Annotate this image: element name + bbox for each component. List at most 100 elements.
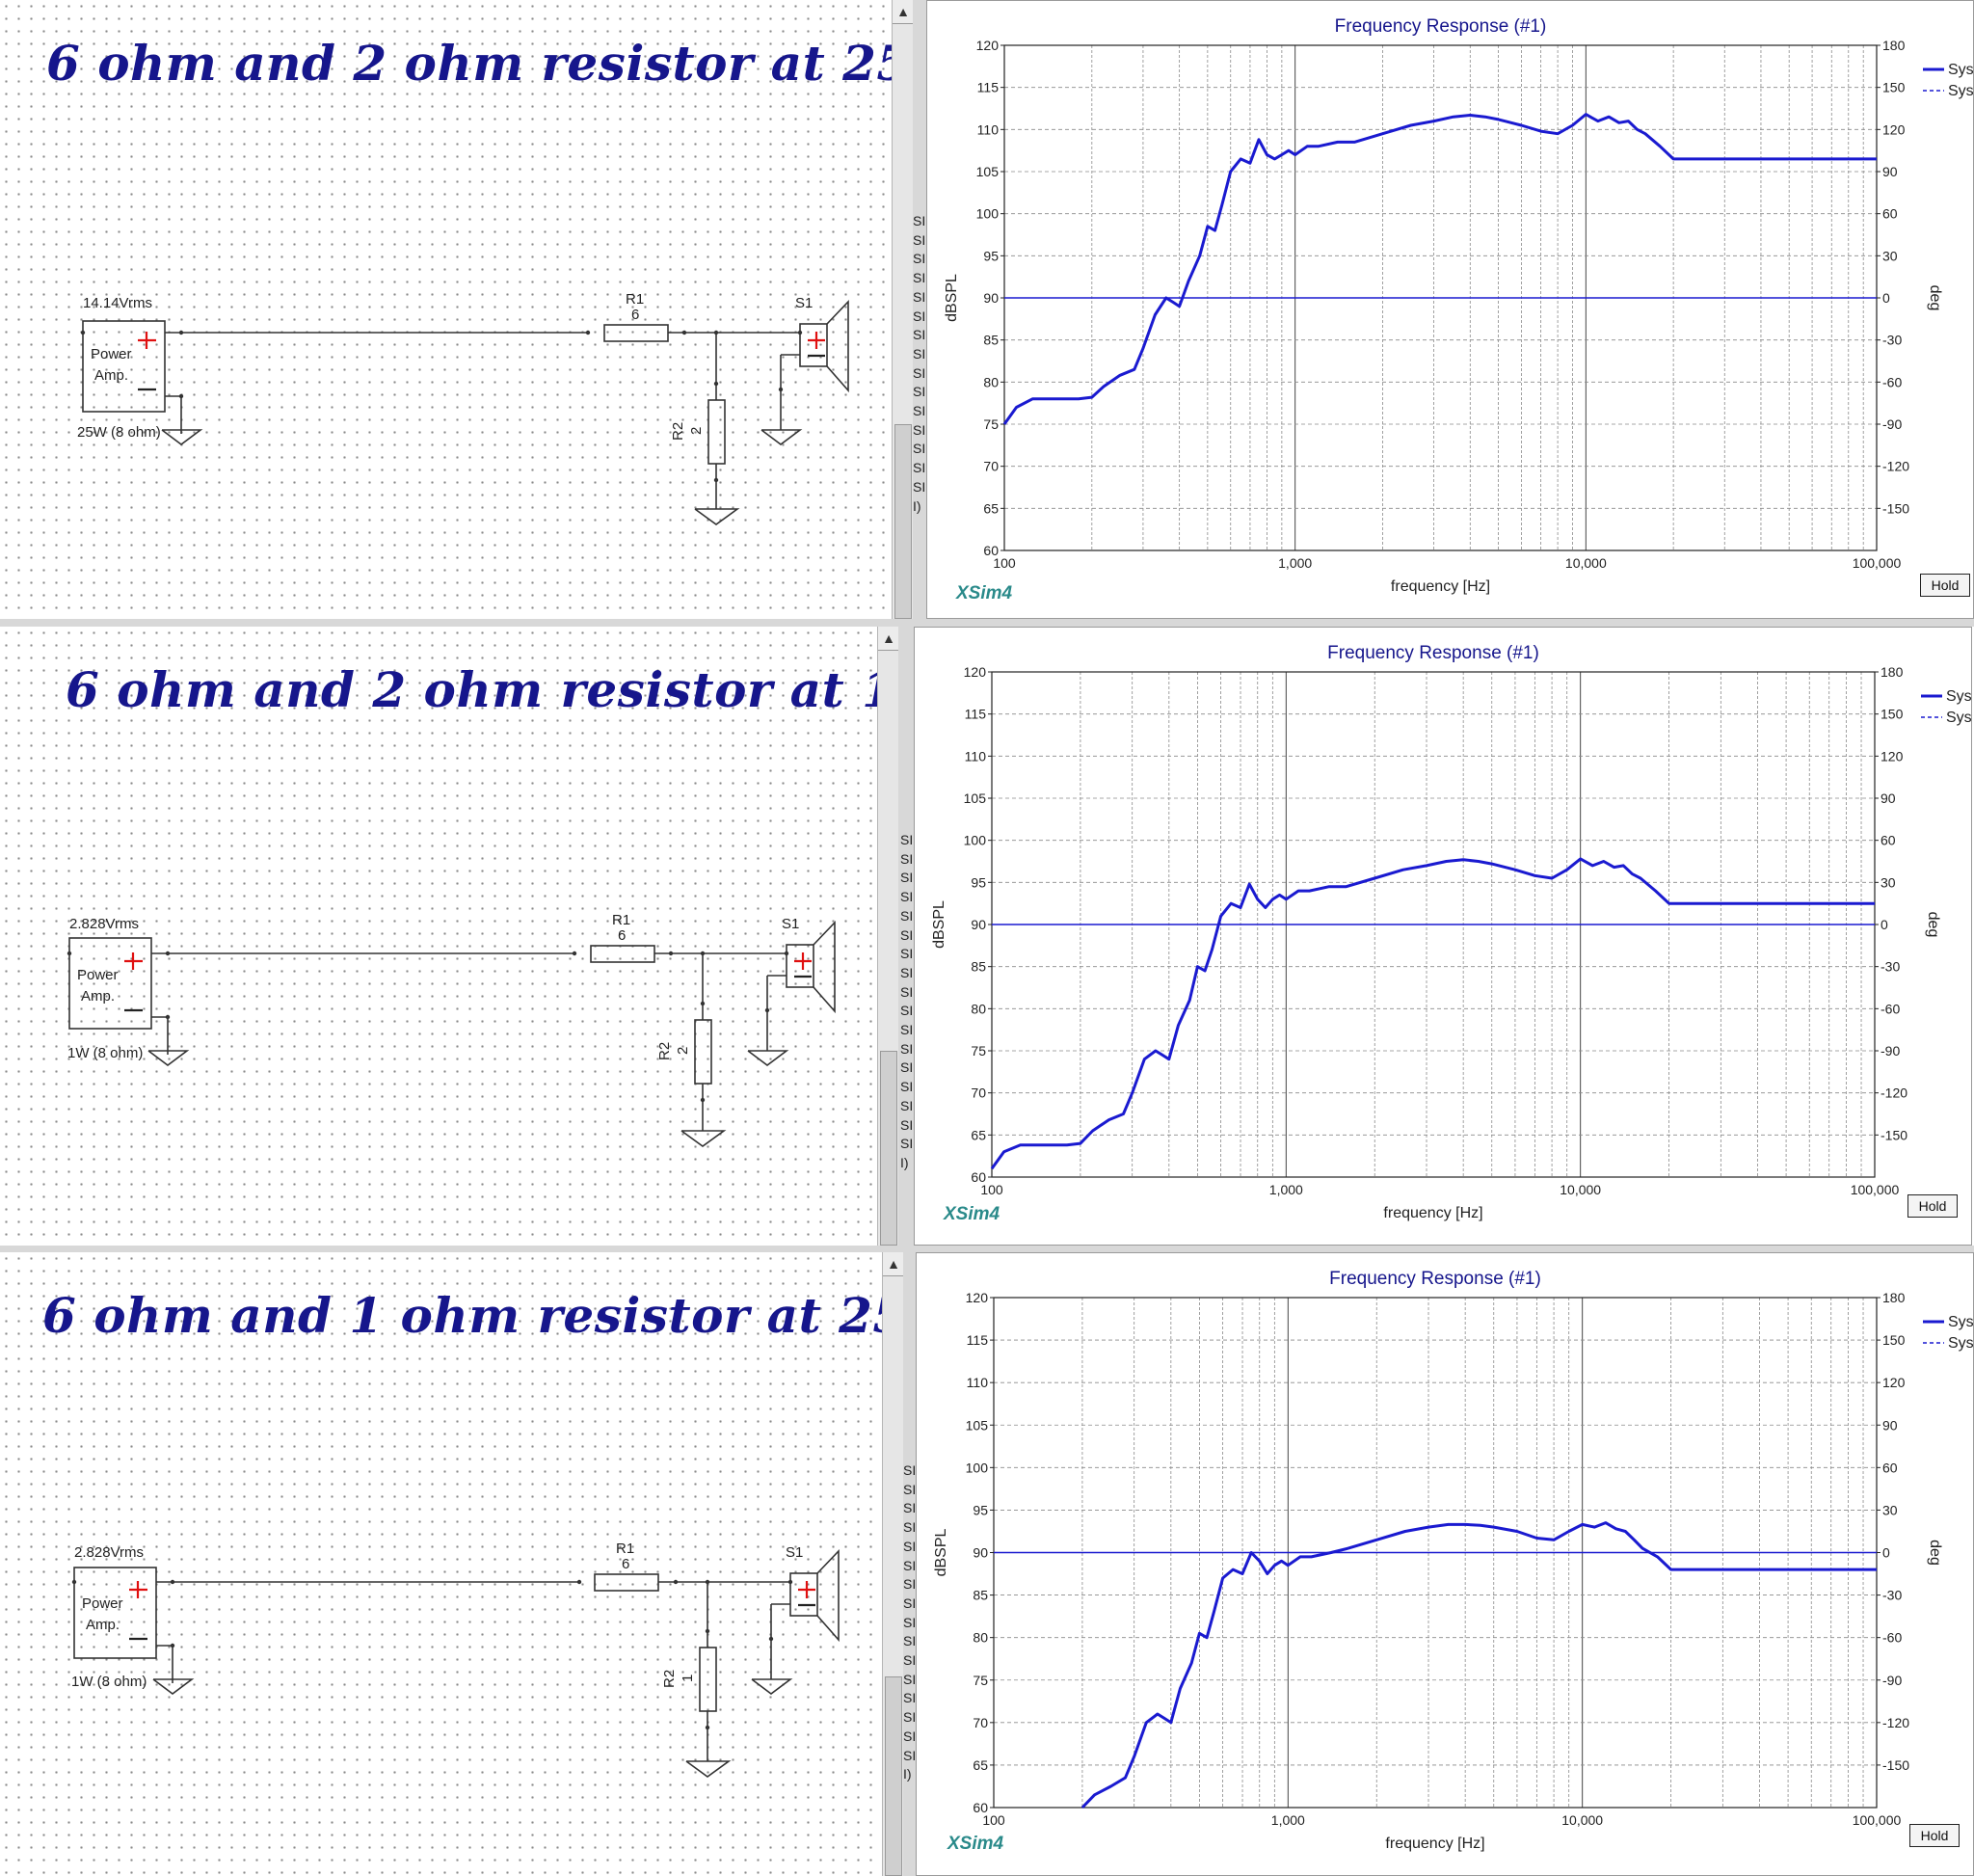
x-axis-label: frequency [Hz] (1391, 578, 1490, 595)
y-tick-label: 90 (973, 1545, 988, 1561)
source-voltage-label: 2.828Vrms (74, 1544, 144, 1561)
vertical-scrollbar[interactable]: ▲ (882, 1252, 904, 1876)
x-tick-label: 100 (993, 555, 1016, 571)
x-tick-label: 100,000 (1853, 1812, 1902, 1828)
power-amp-block (82, 320, 166, 413)
y-tick-label: 90 (971, 917, 986, 932)
y-tick-label: 70 (971, 1085, 986, 1101)
scroll-thumb[interactable] (894, 424, 912, 619)
y2-tick-label: -90 (1882, 416, 1902, 432)
y-axis-label: dBSPL (931, 900, 947, 949)
frequency-response-window[interactable]: 120 115 110 105 100 95 90 85 80 75 70 65 60 180 150 120… (926, 0, 1974, 619)
frequency-response-window[interactable]: 120 115 110 105 100 95 90 85 80 75 70 65 60 180 150 120… (914, 627, 1972, 1246)
ground-symbol (680, 1130, 727, 1147)
y-tick-label: 95 (973, 1502, 988, 1517)
y2-tick-label: -90 (1882, 1673, 1902, 1688)
schematic-title: 6 ohm and 1 ohm resistor at 25W (42, 1287, 882, 1344)
scroll-up-arrow-icon[interactable]: ▲ (883, 1252, 904, 1276)
hold-button[interactable]: Hold (1907, 1194, 1958, 1218)
panel-divider (0, 619, 1974, 627)
scroll-thumb[interactable] (880, 1051, 897, 1246)
y2-tick-label: 30 (1882, 1502, 1898, 1517)
schematic-title: 6 ohm and 2 ohm resistor at 25W (46, 35, 892, 92)
y-tick-label: 80 (973, 1630, 988, 1646)
schematic-canvas[interactable]: 6 ohm and 2 ohm resistor at 25W (0, 0, 892, 619)
r2-name: R2 (656, 1042, 673, 1060)
x-axis-label: frequency [Hz] (1383, 1205, 1482, 1221)
y2-tick-label: 30 (1881, 874, 1896, 890)
y-tick-label: 85 (973, 1588, 988, 1603)
frequency-response-chart[interactable]: 120 115 110 105 100 95 90 85 80 75 70 65 60 180 150 120… (917, 1253, 1973, 1875)
y2-tick-label: 60 (1881, 833, 1896, 848)
y-tick-label: 75 (971, 1043, 986, 1059)
amp-label-line2: Amp. (81, 988, 115, 1005)
y2-tick-label: -30 (1882, 1588, 1902, 1603)
y2-axis-label: deg (1927, 285, 1943, 311)
y2-tick-label: -60 (1881, 1001, 1900, 1016)
y-tick-label: 80 (983, 374, 999, 389)
y2-tick-label: 180 (1881, 664, 1904, 680)
r1-value: 6 (631, 307, 639, 323)
r2-value: 2 (675, 1047, 691, 1055)
legend-label-sys: Sys (1948, 62, 1973, 78)
r1-value: 6 (618, 927, 626, 944)
r1-value: 6 (622, 1556, 629, 1572)
speaker-label: S1 (782, 916, 799, 932)
y2-tick-label: -120 (1881, 1085, 1907, 1101)
xsim-logo: XSim4 (944, 1204, 1000, 1224)
frequency-response-chart[interactable]: 120 115 110 105 100 95 90 85 80 75 70 65 60 180 150 120… (927, 1, 1973, 618)
y2-tick-label: 30 (1882, 248, 1898, 263)
y-tick-label: 100 (976, 206, 1000, 222)
y-tick-label: 100 (966, 1460, 989, 1475)
y-tick-label: 120 (976, 38, 1000, 53)
clipped-column-text: SI SI SI SI SI SI SI SI SI SI SI SI SI SI SI SI SI I) (900, 832, 914, 1170)
x-tick-label: 1,000 (1271, 1812, 1305, 1828)
y2-tick-label: 60 (1882, 1460, 1898, 1475)
scroll-up-arrow-icon[interactable]: ▲ (893, 0, 914, 24)
y2-tick-label: -30 (1881, 959, 1900, 975)
amp-label-line2: Amp. (86, 1617, 120, 1633)
y2-tick-label: 90 (1882, 1417, 1898, 1433)
x-tick-label: 100,000 (1853, 555, 1902, 571)
y2-tick-label: 180 (1882, 1290, 1906, 1305)
y-tick-label: 105 (976, 164, 1000, 179)
power-amp-block (68, 937, 152, 1030)
circuit-diagram[interactable]: 2.828Vrms Power Amp. 1W (8 ohm) R1 6 R2 … (0, 627, 877, 1246)
circuit-diagram[interactable]: 14.14Vrms Power Amp. 25W (8 ohm) R1 6 R2… (0, 0, 892, 619)
legend-label-phase: Sys° (1946, 710, 1971, 726)
y-tick-label: 110 (965, 748, 987, 764)
y2-tick-label: 180 (1882, 38, 1906, 53)
circuit-diagram[interactable]: 2.828Vrms Power Amp. 1W (8 ohm) R1 6 R2 … (0, 1252, 882, 1876)
y2-tick-label: -120 (1882, 459, 1909, 474)
clipped-column-text: SI SI SI SI SI SI SI SI SI SI SI SI SI SI SI I) (913, 213, 926, 514)
vertical-scrollbar[interactable]: ▲ (892, 0, 914, 619)
vertical-scrollbar[interactable]: ▲ (877, 627, 899, 1246)
speaker-label: S1 (795, 295, 813, 311)
ground-symbol (685, 1760, 732, 1778)
scroll-up-arrow-icon[interactable]: ▲ (878, 627, 899, 651)
y-tick-label: 120 (964, 664, 987, 680)
y-tick-label: 80 (971, 1001, 986, 1016)
y-tick-label: 65 (971, 1127, 986, 1142)
y2-tick-label: -90 (1881, 1043, 1900, 1059)
resistor-r2-body (699, 1647, 717, 1712)
amp-label-line1: Power (77, 967, 119, 983)
frequency-response-chart[interactable]: 120 115 110 105 100 95 90 85 80 75 70 65 60 180 150 120… (915, 628, 1971, 1245)
hold-button[interactable]: Hold (1920, 574, 1970, 597)
y-tick-label: 115 (965, 707, 987, 722)
frequency-response-window[interactable]: 120 115 110 105 100 95 90 85 80 75 70 65 60 180 150 120… (916, 1252, 1974, 1876)
y-tick-label: 105 (966, 1417, 989, 1433)
r2-name: R2 (661, 1670, 678, 1688)
resistor-r2-body (694, 1019, 712, 1085)
scroll-thumb[interactable] (885, 1676, 902, 1876)
resistor-r1-body (590, 945, 655, 963)
y2-tick-label: 90 (1881, 791, 1896, 806)
y-tick-label: 110 (977, 121, 1000, 137)
hold-button[interactable]: Hold (1909, 1824, 1960, 1847)
x-tick-label: 1,000 (1269, 1182, 1303, 1197)
schematic-canvas[interactable]: 6 ohm and 2 ohm resistor at 1W (0, 627, 877, 1246)
y-tick-label: 70 (973, 1715, 988, 1730)
resistor-r2-body (707, 399, 726, 465)
y-tick-label: 85 (971, 959, 986, 975)
schematic-canvas[interactable]: 6 ohm and 1 ohm resistor at 25W (0, 1252, 882, 1876)
